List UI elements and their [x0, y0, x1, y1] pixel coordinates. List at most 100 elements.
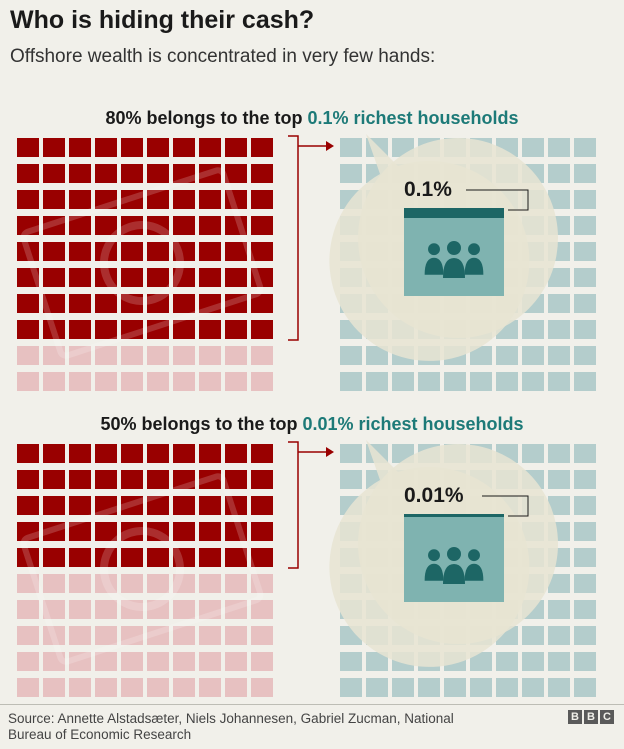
- wealth-square: [95, 242, 117, 261]
- household-square: [496, 678, 518, 697]
- wealth-square: [43, 242, 65, 261]
- wealth-square: [69, 444, 91, 463]
- wealth-square: [43, 164, 65, 183]
- household-square: [418, 678, 440, 697]
- wealth-square: [251, 470, 273, 489]
- household-square: [548, 600, 570, 619]
- household-square: [522, 320, 544, 339]
- wealth-square: [43, 372, 65, 391]
- wealth-square: [251, 678, 273, 697]
- wealth-square: [173, 444, 195, 463]
- wealth-square: [43, 574, 65, 593]
- wealth-square: [225, 346, 247, 365]
- dollar-coin-icon: [20, 473, 264, 665]
- household-square: [418, 372, 440, 391]
- wealth-square: [69, 600, 91, 619]
- chart-subtitle: Offshore wealth is concentrated in very …: [10, 46, 436, 67]
- wealth-square: [17, 496, 39, 515]
- wealth-square: [173, 652, 195, 671]
- wealth-square: [147, 444, 169, 463]
- wealth-square: [225, 138, 247, 157]
- wealth-square: [121, 294, 143, 313]
- wealth-square: [225, 294, 247, 313]
- wealth-square: [43, 268, 65, 287]
- wealth-square: [69, 372, 91, 391]
- wealth-square: [17, 320, 39, 339]
- wealth-square: [147, 372, 169, 391]
- wealth-square: [251, 138, 273, 157]
- bbc-logo-letter: B: [584, 710, 598, 724]
- wealth-square: [17, 242, 39, 261]
- wealth-square: [17, 522, 39, 541]
- heading-2-highlight: 0.01% richest households: [302, 414, 524, 434]
- wealth-square: [69, 346, 91, 365]
- top-group-bar: [404, 514, 504, 517]
- chart-title: Who is hiding their cash?: [10, 6, 315, 34]
- wealth-square: [43, 320, 65, 339]
- household-square: [548, 190, 570, 209]
- wealth-square: [147, 470, 169, 489]
- wealth-square: [147, 242, 169, 261]
- top-group-bar: [404, 208, 504, 218]
- household-square: [340, 444, 362, 463]
- wealth-square: [95, 346, 117, 365]
- household-square: [548, 652, 570, 671]
- household-square: [548, 574, 570, 593]
- household-square: [522, 678, 544, 697]
- household-square: [444, 678, 466, 697]
- wealth-square: [17, 678, 39, 697]
- wealth-square: [173, 496, 195, 515]
- wealth-square: [121, 216, 143, 235]
- waffle-charts: 0.1% 0.01%: [17, 134, 596, 697]
- wealth-square: [95, 372, 117, 391]
- household-square: [574, 522, 596, 541]
- wealth-square: [95, 470, 117, 489]
- wealth-square: [69, 164, 91, 183]
- heading-1-prefix: 80% belongs to the top: [105, 108, 308, 128]
- wealth-square: [43, 548, 65, 567]
- wealth-square: [95, 652, 117, 671]
- wealth-square: [43, 444, 65, 463]
- wealth-square: [173, 164, 195, 183]
- waffle-panel-1: 0.1%: [17, 134, 596, 391]
- household-square: [522, 346, 544, 365]
- wealth-square: [251, 372, 273, 391]
- wealth-square: [173, 678, 195, 697]
- bbc-logo: B B C: [568, 710, 614, 724]
- wealth-square: [173, 626, 195, 645]
- wealth-square: [251, 242, 273, 261]
- household-square: [574, 652, 596, 671]
- wealth-square: [173, 190, 195, 209]
- wealth-square: [43, 346, 65, 365]
- wealth-square: [147, 626, 169, 645]
- wealth-square: [199, 372, 221, 391]
- wealth-square: [225, 268, 247, 287]
- dollar-coin-icon: [20, 167, 264, 359]
- wealth-square: [225, 242, 247, 261]
- wealth-square: [95, 294, 117, 313]
- wealth-square: [251, 574, 273, 593]
- wealth-square: [95, 444, 117, 463]
- wealth-square: [199, 496, 221, 515]
- wealth-square: [225, 372, 247, 391]
- wealth-square: [147, 600, 169, 619]
- wealth-square: [199, 652, 221, 671]
- wealth-square: [17, 216, 39, 235]
- wealth-square: [225, 678, 247, 697]
- wealth-square: [43, 626, 65, 645]
- household-square: [574, 216, 596, 235]
- waffle-panel-2: 0.01%: [17, 440, 596, 697]
- wealth-square: [225, 548, 247, 567]
- wealth-square: [173, 294, 195, 313]
- household-square: [548, 678, 570, 697]
- heading-1-highlight: 0.1% richest households: [307, 108, 519, 128]
- household-square: [574, 626, 596, 645]
- wealth-square: [121, 242, 143, 261]
- wealth-square: [225, 444, 247, 463]
- wealth-square: [121, 190, 143, 209]
- wealth-square: [17, 372, 39, 391]
- household-square: [548, 138, 570, 157]
- source-note: Source: Annette Alstadsæter, Niels Johan…: [8, 711, 454, 742]
- wealth-square: [69, 216, 91, 235]
- wealth-square: [69, 320, 91, 339]
